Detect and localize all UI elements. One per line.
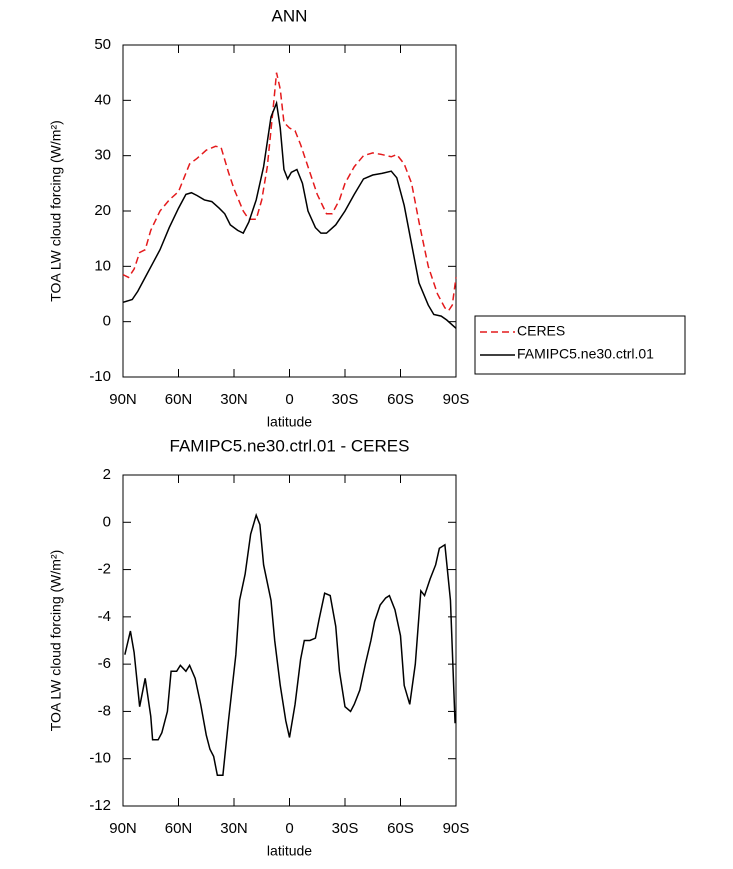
y-tick-label: 50 (94, 36, 111, 53)
y-tick-label: 20 (94, 202, 111, 219)
y-tick-label: 40 (94, 91, 111, 108)
x-tick-label: 30S (332, 820, 359, 837)
x-tick-label: 60N (165, 391, 193, 408)
data-line (122, 72, 457, 312)
y-axis-label: TOA LW cloud forcing (W/m²) (48, 120, 64, 302)
x-tick-label: 60S (387, 391, 414, 408)
chart-title: ANN (272, 6, 308, 25)
y-tick-label: 30 (94, 147, 111, 164)
y-tick-label: -10 (89, 368, 111, 385)
x-tick-label: 30N (220, 391, 248, 408)
x-tick-label: 90S (443, 820, 470, 837)
x-tick-label: 90N (109, 820, 137, 837)
y-tick-label: -4 (98, 608, 111, 625)
chart-title: FAMIPC5.ne30.ctrl.01 - CERES (170, 436, 410, 455)
y-tick-label: -6 (98, 655, 111, 672)
x-tick-label: 90S (443, 391, 470, 408)
y-tick-label: 0 (103, 513, 111, 530)
x-tick-label: 90N (109, 391, 137, 408)
y-tick-label: -12 (89, 797, 111, 814)
data-line (122, 100, 457, 329)
x-tick-label: 30S (332, 391, 359, 408)
x-tick-label: 60S (387, 820, 414, 837)
legend-box (474, 315, 686, 375)
x-tick-label: 30N (220, 820, 248, 837)
y-tick-label: -10 (89, 750, 111, 767)
x-axis-label: latitude (267, 843, 312, 859)
data-line (124, 512, 456, 777)
y-tick-label: 0 (103, 313, 111, 330)
x-axis-label: latitude (267, 414, 312, 430)
x-tick-label: 0 (285, 391, 293, 408)
y-tick-label: -8 (98, 702, 111, 719)
x-tick-label: 60N (165, 820, 193, 837)
y-tick-label: 2 (103, 466, 111, 483)
y-axis-label: TOA LW cloud forcing (W/m²) (48, 550, 64, 732)
x-tick-label: 0 (285, 820, 293, 837)
y-tick-label: -2 (98, 561, 111, 578)
legend-label: FAMIPC5.ne30.ctrl.01 (517, 346, 654, 362)
y-tick-label: 10 (94, 257, 111, 274)
legend-label: CERES (517, 323, 565, 339)
